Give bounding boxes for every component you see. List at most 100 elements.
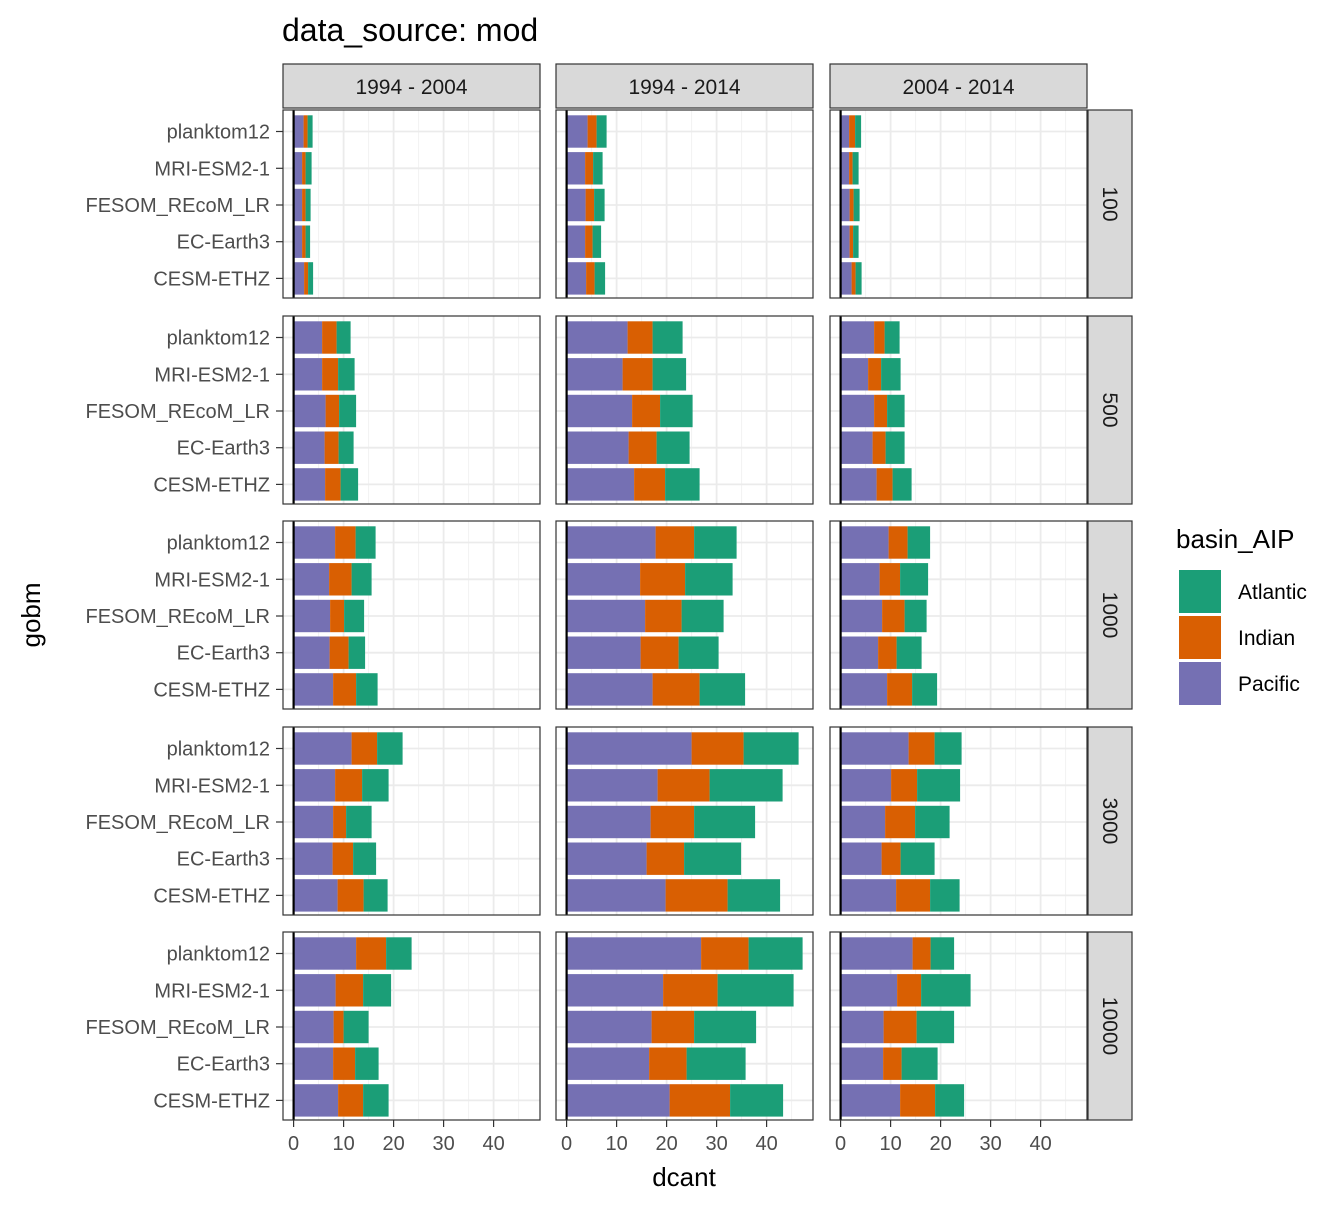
- bar-pacific-mri-esm2-1: [566, 974, 664, 1007]
- bar-indian-cesm-ethz: [851, 262, 856, 295]
- bar-atlantic-cesm-ethz: [356, 673, 378, 706]
- panel-background: [830, 110, 1087, 298]
- bar-atlantic-cesm-ethz: [912, 673, 938, 706]
- bar-atlantic-ec-earth3: [678, 636, 719, 669]
- bar-pacific-fesom-recom-lr: [566, 805, 651, 839]
- bar-pacific-mri-esm2-1: [566, 769, 658, 802]
- bar-indian-cesm-ethz: [665, 879, 728, 912]
- legend-key-atlantic: [1179, 570, 1221, 613]
- legend-title: basin_AIP: [1176, 524, 1295, 554]
- x-tick-label: 10: [605, 1133, 627, 1155]
- bar-atlantic-fesom-recom-lr: [915, 805, 950, 839]
- panel-10000-2004-2014: [829, 931, 1088, 1121]
- bar-pacific-cesm-ethz: [840, 1084, 901, 1117]
- bar-pacific-planktom12: [840, 937, 913, 970]
- bar-pacific-cesm-ethz: [840, 262, 852, 295]
- bar-pacific-ec-earth3: [566, 636, 641, 669]
- bar-indian-fesom-recom-lr: [882, 599, 905, 633]
- bar-pacific-planktom12: [566, 115, 588, 148]
- x-tick-label: 40: [1029, 1133, 1051, 1155]
- bar-atlantic-fesom-recom-lr: [343, 1010, 369, 1044]
- panel-background: [283, 110, 540, 298]
- bar-atlantic-cesm-ethz: [935, 1084, 965, 1117]
- bar-pacific-cesm-ethz: [566, 468, 635, 501]
- row-strip-10000: 10000: [1087, 931, 1133, 1121]
- bar-indian-ec-earth3: [849, 225, 854, 258]
- bar-pacific-mri-esm2-1: [293, 152, 303, 185]
- bar-atlantic-cesm-ethz: [363, 879, 388, 912]
- bar-pacific-mri-esm2-1: [840, 769, 892, 802]
- bar-pacific-cesm-ethz: [840, 673, 888, 706]
- y-tick-label-cesm-ethz: CESM-ETHZ: [153, 1090, 270, 1112]
- bar-atlantic-fesom-recom-lr: [853, 188, 860, 222]
- legend-item-indian: Indian: [1179, 616, 1295, 659]
- bar-indian-ec-earth3: [649, 1047, 687, 1080]
- row-strip-1000: 1000: [1087, 520, 1133, 710]
- panel-3000-2004-2014: [829, 726, 1088, 916]
- bar-indian-cesm-ethz: [304, 262, 309, 295]
- bar-pacific-cesm-ethz: [293, 262, 305, 295]
- bar-atlantic-cesm-ethz: [699, 673, 746, 706]
- bar-indian-fesom-recom-lr: [333, 1010, 344, 1044]
- bar-atlantic-planktom12: [307, 115, 313, 148]
- bar-indian-cesm-ethz: [337, 879, 364, 912]
- bar-atlantic-mri-esm2-1: [652, 358, 687, 391]
- y-tick-label-mri-esm2-1: MRI-ESM2-1: [154, 569, 270, 591]
- bar-pacific-mri-esm2-1: [566, 152, 586, 185]
- panel-border: [829, 109, 1088, 299]
- row-strips: 100 500 1000 3000 10000: [1087, 109, 1133, 1121]
- bar-atlantic-planktom12: [652, 321, 683, 354]
- bar-pacific-mri-esm2-1: [293, 358, 323, 391]
- legend-key-pacific: [1179, 662, 1221, 705]
- bar-atlantic-cesm-ethz: [594, 262, 606, 295]
- bar-atlantic-cesm-ethz: [665, 468, 700, 501]
- panel-3000-1994-2004: [282, 726, 541, 916]
- bar-pacific-fesom-recom-lr: [840, 394, 875, 428]
- col-strip-label: 1994 - 2014: [628, 76, 740, 99]
- bar-indian-fesom-recom-lr: [585, 188, 595, 222]
- bar-indian-mri-esm2-1: [879, 563, 901, 596]
- bar-indian-cesm-ethz: [325, 468, 341, 501]
- legend-key-indian: [1179, 616, 1221, 659]
- x-axis-title: dcant: [652, 1162, 716, 1192]
- bar-atlantic-fesom-recom-lr: [660, 394, 693, 428]
- bar-indian-ec-earth3: [881, 842, 901, 875]
- bar-pacific-ec-earth3: [840, 1047, 884, 1080]
- bar-indian-mri-esm2-1: [335, 974, 364, 1007]
- bar-pacific-ec-earth3: [840, 636, 879, 669]
- bar-indian-mri-esm2-1: [657, 769, 710, 802]
- bar-pacific-mri-esm2-1: [566, 563, 641, 596]
- chart-title: data_source: mod: [282, 12, 538, 48]
- bar-atlantic-ec-earth3: [353, 842, 377, 875]
- bar-pacific-planktom12: [840, 526, 889, 559]
- bar-indian-fesom-recom-lr: [330, 599, 345, 633]
- row-strip-bg: [1087, 315, 1133, 505]
- bar-atlantic-mri-esm2-1: [351, 563, 372, 596]
- bar-indian-planktom12: [849, 115, 856, 148]
- y-tick-label-fesom-recom-lr: FESOM_REcoM_LR: [86, 812, 271, 834]
- bar-atlantic-mri-esm2-1: [709, 769, 783, 802]
- bar-pacific-mri-esm2-1: [840, 563, 880, 596]
- legend-items: Atlantic Indian Pacific: [1179, 570, 1307, 705]
- bar-indian-ec-earth3: [646, 842, 685, 875]
- bar-atlantic-ec-earth3: [656, 431, 690, 464]
- bar-pacific-fesom-recom-lr: [840, 805, 886, 839]
- panel-border: [829, 726, 1088, 916]
- bar-atlantic-planktom12: [930, 937, 955, 970]
- bar-atlantic-fesom-recom-lr: [594, 188, 605, 222]
- panel-3000-1994-2014: [555, 726, 814, 916]
- bar-atlantic-mri-esm2-1: [363, 974, 392, 1007]
- bar-atlantic-mri-esm2-1: [717, 974, 794, 1007]
- col-strip-2004-2014: 2004 - 2014: [829, 63, 1088, 109]
- bar-pacific-cesm-ethz: [293, 673, 334, 706]
- row-strip-500: 500: [1087, 315, 1133, 505]
- row-strip-label: 500: [1098, 392, 1121, 427]
- bar-indian-fesom-recom-lr: [632, 394, 661, 428]
- bar-pacific-ec-earth3: [566, 225, 586, 258]
- y-tick-label-planktom12: planktom12: [167, 533, 270, 555]
- bar-pacific-cesm-ethz: [840, 879, 897, 912]
- bar-indian-cesm-ethz: [586, 262, 595, 295]
- panel-10000-1994-2004: [282, 931, 541, 1121]
- bar-pacific-ec-earth3: [840, 431, 873, 464]
- panel-500-2004-2014: [829, 315, 1088, 505]
